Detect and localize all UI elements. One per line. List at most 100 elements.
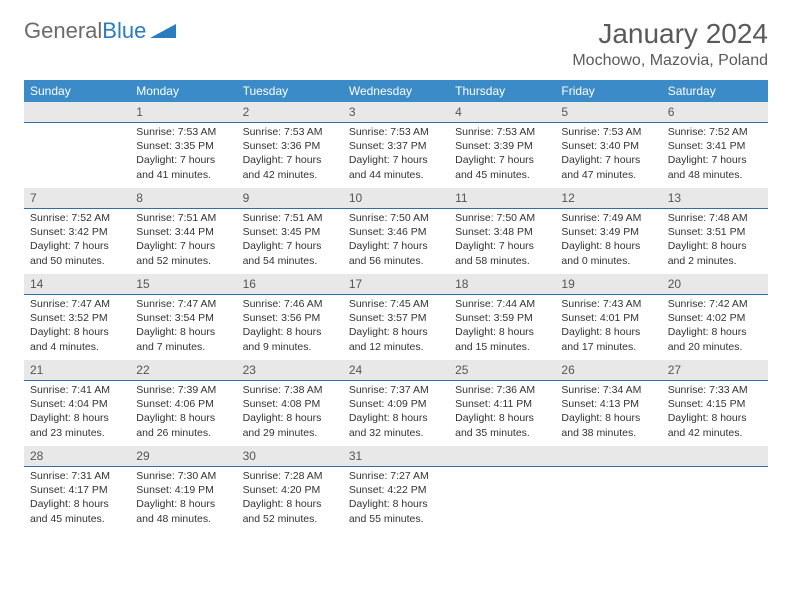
calendar-cell: 3Sunrise: 7:53 AMSunset: 3:37 PMDaylight… [343, 102, 449, 188]
sunset-text: Sunset: 3:41 PM [668, 139, 762, 153]
calendar-week-row: 14Sunrise: 7:47 AMSunset: 3:52 PMDayligh… [24, 274, 768, 360]
weekday-header: Thursday [449, 80, 555, 102]
day-body: Sunrise: 7:50 AMSunset: 3:46 PMDaylight:… [343, 209, 449, 274]
weekday-row: SundayMondayTuesdayWednesdayThursdayFrid… [24, 80, 768, 102]
sunrise-text: Sunrise: 7:51 AM [243, 211, 337, 225]
calendar-body: 1Sunrise: 7:53 AMSunset: 3:35 PMDaylight… [24, 102, 768, 532]
daylight-text-2: and 23 minutes. [30, 426, 124, 440]
daylight-text-2: and 38 minutes. [561, 426, 655, 440]
day-body: Sunrise: 7:39 AMSunset: 4:06 PMDaylight:… [130, 381, 236, 446]
day-number: 25 [449, 360, 555, 381]
daylight-text-2: and 55 minutes. [349, 512, 443, 526]
sunrise-text: Sunrise: 7:38 AM [243, 383, 337, 397]
calendar-cell: 2Sunrise: 7:53 AMSunset: 3:36 PMDaylight… [237, 102, 343, 188]
sunrise-text: Sunrise: 7:27 AM [349, 469, 443, 483]
sunrise-text: Sunrise: 7:47 AM [136, 297, 230, 311]
daylight-text-2: and 52 minutes. [243, 512, 337, 526]
day-number: 19 [555, 274, 661, 295]
daylight-text-1: Daylight: 8 hours [30, 325, 124, 339]
day-number: 9 [237, 188, 343, 209]
sunrise-text: Sunrise: 7:53 AM [349, 125, 443, 139]
sunrise-text: Sunrise: 7:45 AM [349, 297, 443, 311]
day-body: Sunrise: 7:38 AMSunset: 4:08 PMDaylight:… [237, 381, 343, 446]
calendar-cell: 19Sunrise: 7:43 AMSunset: 4:01 PMDayligh… [555, 274, 661, 360]
day-number: 18 [449, 274, 555, 295]
weekday-header: Monday [130, 80, 236, 102]
daylight-text-2: and 48 minutes. [136, 512, 230, 526]
sunset-text: Sunset: 3:48 PM [455, 225, 549, 239]
calendar-cell [662, 446, 768, 532]
daylight-text-1: Daylight: 7 hours [136, 153, 230, 167]
sunset-text: Sunset: 4:17 PM [30, 483, 124, 497]
sunrise-text: Sunrise: 7:28 AM [243, 469, 337, 483]
day-body: Sunrise: 7:33 AMSunset: 4:15 PMDaylight:… [662, 381, 768, 446]
day-number: 20 [662, 274, 768, 295]
sunset-text: Sunset: 4:20 PM [243, 483, 337, 497]
daylight-text-2: and 42 minutes. [668, 426, 762, 440]
day-number: 31 [343, 446, 449, 467]
day-number-empty [555, 446, 661, 467]
daylight-text-1: Daylight: 8 hours [243, 325, 337, 339]
sunrise-text: Sunrise: 7:50 AM [349, 211, 443, 225]
daylight-text-1: Daylight: 8 hours [243, 411, 337, 425]
daylight-text-2: and 2 minutes. [668, 254, 762, 268]
daylight-text-2: and 45 minutes. [30, 512, 124, 526]
weekday-header: Wednesday [343, 80, 449, 102]
daylight-text-2: and 41 minutes. [136, 168, 230, 182]
daylight-text-1: Daylight: 7 hours [561, 153, 655, 167]
page-header: GeneralBlue January 2024 Mochowo, Mazovi… [24, 18, 768, 70]
calendar-cell [449, 446, 555, 532]
calendar-cell: 29Sunrise: 7:30 AMSunset: 4:19 PMDayligh… [130, 446, 236, 532]
sunset-text: Sunset: 3:45 PM [243, 225, 337, 239]
sunrise-text: Sunrise: 7:34 AM [561, 383, 655, 397]
sunset-text: Sunset: 4:13 PM [561, 397, 655, 411]
sunrise-text: Sunrise: 7:52 AM [30, 211, 124, 225]
calendar-cell [24, 102, 130, 188]
daylight-text-1: Daylight: 8 hours [136, 325, 230, 339]
sunset-text: Sunset: 3:51 PM [668, 225, 762, 239]
day-number-empty [24, 102, 130, 123]
day-number: 4 [449, 102, 555, 123]
month-title: January 2024 [572, 18, 768, 50]
daylight-text-2: and 20 minutes. [668, 340, 762, 354]
daylight-text-1: Daylight: 8 hours [136, 497, 230, 511]
sunset-text: Sunset: 3:37 PM [349, 139, 443, 153]
day-number: 23 [237, 360, 343, 381]
calendar-cell: 12Sunrise: 7:49 AMSunset: 3:49 PMDayligh… [555, 188, 661, 274]
logo: GeneralBlue [24, 18, 176, 44]
daylight-text-1: Daylight: 7 hours [243, 153, 337, 167]
day-body: Sunrise: 7:28 AMSunset: 4:20 PMDaylight:… [237, 467, 343, 532]
day-body: Sunrise: 7:50 AMSunset: 3:48 PMDaylight:… [449, 209, 555, 274]
daylight-text-2: and 48 minutes. [668, 168, 762, 182]
sunset-text: Sunset: 4:04 PM [30, 397, 124, 411]
day-body: Sunrise: 7:42 AMSunset: 4:02 PMDaylight:… [662, 295, 768, 360]
daylight-text-2: and 44 minutes. [349, 168, 443, 182]
daylight-text-1: Daylight: 8 hours [561, 325, 655, 339]
daylight-text-1: Daylight: 8 hours [30, 497, 124, 511]
day-number: 11 [449, 188, 555, 209]
day-number: 6 [662, 102, 768, 123]
day-number: 24 [343, 360, 449, 381]
calendar-cell: 6Sunrise: 7:52 AMSunset: 3:41 PMDaylight… [662, 102, 768, 188]
triangle-icon [150, 18, 176, 44]
daylight-text-2: and 9 minutes. [243, 340, 337, 354]
daylight-text-1: Daylight: 7 hours [136, 239, 230, 253]
daylight-text-2: and 35 minutes. [455, 426, 549, 440]
day-body: Sunrise: 7:52 AMSunset: 3:42 PMDaylight:… [24, 209, 130, 274]
calendar-cell: 20Sunrise: 7:42 AMSunset: 4:02 PMDayligh… [662, 274, 768, 360]
sunset-text: Sunset: 4:06 PM [136, 397, 230, 411]
day-body: Sunrise: 7:45 AMSunset: 3:57 PMDaylight:… [343, 295, 449, 360]
calendar-cell: 23Sunrise: 7:38 AMSunset: 4:08 PMDayligh… [237, 360, 343, 446]
calendar-week-row: 1Sunrise: 7:53 AMSunset: 3:35 PMDaylight… [24, 102, 768, 188]
daylight-text-2: and 52 minutes. [136, 254, 230, 268]
calendar-cell: 18Sunrise: 7:44 AMSunset: 3:59 PMDayligh… [449, 274, 555, 360]
daylight-text-2: and 29 minutes. [243, 426, 337, 440]
calendar-cell: 14Sunrise: 7:47 AMSunset: 3:52 PMDayligh… [24, 274, 130, 360]
sunset-text: Sunset: 3:40 PM [561, 139, 655, 153]
sunrise-text: Sunrise: 7:42 AM [668, 297, 762, 311]
sunrise-text: Sunrise: 7:49 AM [561, 211, 655, 225]
calendar-week-row: 7Sunrise: 7:52 AMSunset: 3:42 PMDaylight… [24, 188, 768, 274]
calendar-week-row: 21Sunrise: 7:41 AMSunset: 4:04 PMDayligh… [24, 360, 768, 446]
day-body: Sunrise: 7:53 AMSunset: 3:35 PMDaylight:… [130, 123, 236, 188]
daylight-text-2: and 0 minutes. [561, 254, 655, 268]
